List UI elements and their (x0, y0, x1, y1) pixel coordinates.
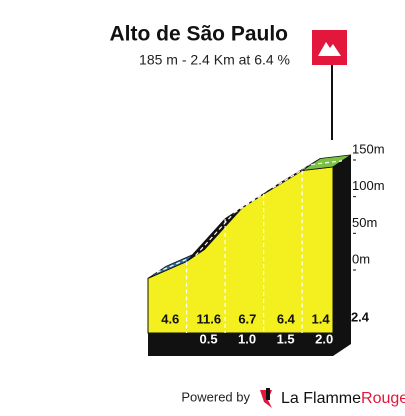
y-tick-label: 100m (352, 178, 385, 193)
brand-part: La Flamme (281, 390, 361, 407)
gradient-label: 6.4 (277, 311, 296, 326)
gradient-label: 6.7 (238, 311, 256, 326)
y-tick-label: 0m (352, 251, 370, 266)
brand-logo-stroke (266, 388, 270, 400)
plot: 4.6 11.6 6.7 6.4 1.4 0m 50m 100m 150m 0.5 1.0 1.5 2.… (147, 141, 385, 356)
y-tick-label: 150m (352, 141, 385, 156)
x-tick-label: 1.0 (238, 331, 256, 346)
footer-powered: Powered by (181, 389, 250, 404)
chart-title: Alto de São Paulo (109, 23, 288, 46)
flag-icon (318, 42, 341, 56)
x-tick-label: 2.4 (351, 309, 370, 324)
gradient-label: 4.6 (161, 311, 179, 326)
x-tick-label: 2.0 (315, 331, 333, 346)
x-tick-label: 1.5 (277, 331, 295, 346)
gradient-label: 1.4 (312, 311, 331, 326)
gradient-label: 11.6 (197, 311, 222, 326)
distance-strip (148, 333, 333, 356)
front-face (147, 166, 334, 334)
segment-centerline (195, 212, 235, 256)
segment-centerline (311, 160, 343, 166)
footer-brand: La FlammeRouge (281, 390, 405, 407)
chart-subtitle: 185 m - 2.4 Km at 6.4 % (139, 52, 290, 68)
x-tick-label: 0.5 (200, 331, 218, 346)
side-face (333, 154, 351, 356)
y-tick-label: 50m (352, 215, 377, 230)
brand-part: Rouge (361, 390, 405, 407)
